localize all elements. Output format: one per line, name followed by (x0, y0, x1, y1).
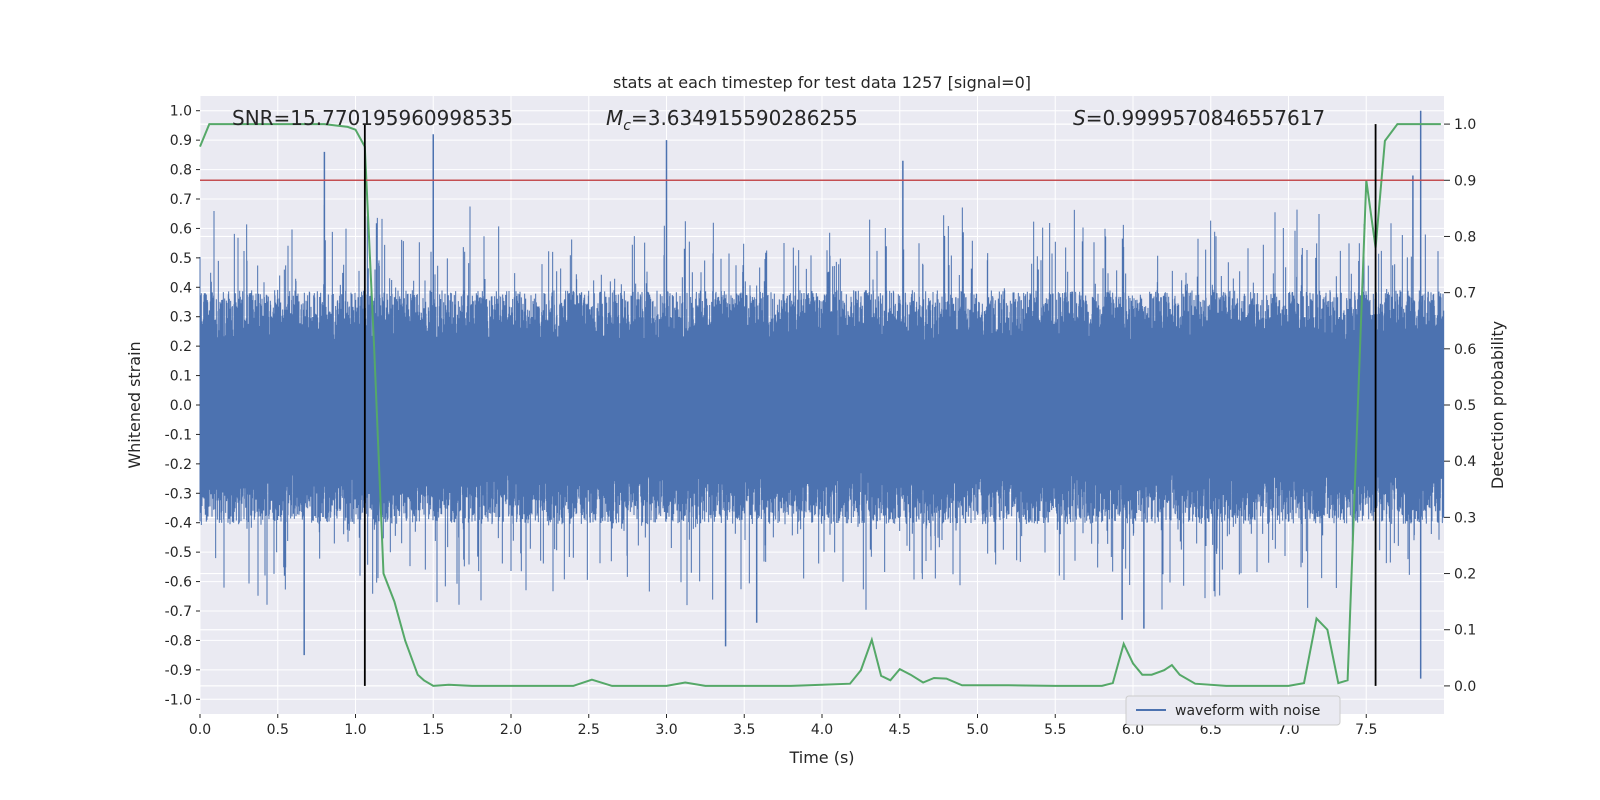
legend-label: waveform with noise (1175, 703, 1320, 719)
probability-series-group (199, 123, 1441, 687)
y-tick-label: 0.4 (170, 280, 192, 296)
y2-tick-label: 0.0 (1454, 679, 1476, 695)
x-tick-label: 3.5 (733, 722, 755, 738)
chirp-mass-symbol: M (606, 106, 623, 130)
y-tick-label: 0.0 (170, 398, 192, 414)
chart-title: stats at each timestep for test data 125… (613, 73, 1031, 92)
waveform-series (199, 110, 1445, 679)
y2-tick-label: 1.0 (1454, 117, 1476, 133)
y-tick-label: 0.2 (170, 339, 192, 355)
x-tick-label: 0.5 (267, 722, 289, 738)
overlay-lines (200, 124, 1444, 686)
y2-tick-label: 0.2 (1454, 567, 1476, 583)
y-tick-label: -0.4 (165, 516, 192, 532)
x-tick-label: 5.5 (1044, 722, 1066, 738)
y2-tick-labels: 1.0 0.9 0.8 0.7 0.6 0.5 0.4 0.3 0.2 0.1 0.0 (1444, 117, 1476, 695)
y-tick-label: -0.1 (165, 427, 192, 443)
legend-box (1125, 695, 1341, 726)
y2-tick-label: 0.7 (1454, 286, 1476, 302)
y-tick-label: 0.6 (170, 221, 192, 237)
x-tick-label: 2.5 (578, 722, 600, 738)
y-tick-label: 0.9 (170, 133, 192, 149)
chirp-mass-subscript: c (623, 118, 631, 134)
y2-tick-label: 0.9 (1454, 173, 1476, 189)
x-tick-label: 4.0 (811, 722, 833, 738)
y-tick-label: -0.6 (165, 575, 192, 591)
y-tick-label: 0.1 (170, 369, 192, 385)
score-value: =0.9999570846557617 (1086, 106, 1325, 130)
x-tick-label: 1.5 (422, 722, 444, 738)
score-annotation: S=0.9999570846557617 (1073, 106, 1325, 130)
x-tick-label: 7.5 (1355, 722, 1377, 738)
y-tick-label: -0.7 (165, 604, 192, 620)
y-tick-label: 0.3 (170, 310, 192, 326)
y2-axis-label: Detection probability (1488, 321, 1507, 489)
y2-tick-label: 0.8 (1454, 229, 1476, 245)
x-tick-label: 1.0 (344, 722, 366, 738)
y-tick-label: 0.8 (170, 163, 192, 179)
y-tick-label: 0.5 (170, 251, 192, 267)
y-tick-labels: 1.0 0.9 0.8 0.7 0.6 0.5 0.4 0.3 0.2 0.1 0.0 -0.1 -0.… (165, 104, 200, 708)
y2-tick-label: 0.6 (1454, 342, 1476, 358)
x-tick-label: 7.0 (1277, 722, 1299, 738)
x-tick-label: 3.0 (655, 722, 677, 738)
y2-tick-label: 0.4 (1454, 454, 1476, 470)
legend: waveform with noise (1125, 695, 1341, 726)
y-tick-label: -0.3 (165, 486, 192, 502)
x-tick-label: 5.0 (966, 722, 988, 738)
x-axis-label: Time (s) (788, 748, 854, 767)
y-tick-label: 0.7 (170, 192, 192, 208)
y-tick-label: -0.5 (165, 545, 192, 561)
y2-tick-label: 0.1 (1454, 623, 1476, 639)
x-tick-label: 6.5 (1200, 722, 1222, 738)
x-tick-label: 0.0 (189, 722, 211, 738)
waveform-line (199, 204, 1445, 610)
y-tick-label: -1.0 (165, 692, 192, 708)
x-tick-label: 4.5 (889, 722, 911, 738)
x-tick-label: 6.0 (1122, 722, 1144, 738)
y-tick-label: -0.8 (165, 633, 192, 649)
chirp-mass-value: =3.634915590286255 (631, 106, 858, 130)
x-tick-label: 2.0 (500, 722, 522, 738)
y-tick-label: 1.0 (170, 104, 192, 120)
snr-annotation: SNR=15.770195960998535 (232, 106, 513, 130)
y-axis-label: Whitened strain (125, 341, 144, 468)
detection-probability-line (199, 123, 1441, 687)
y2-tick-label: 0.3 (1454, 510, 1476, 526)
chirp-mass-annotation: Mc=3.634915590286255 (606, 106, 858, 134)
y-tick-label: -0.2 (165, 457, 192, 473)
score-symbol: S (1073, 106, 1086, 130)
y-tick-label: -0.9 (165, 663, 192, 679)
y2-tick-label: 0.5 (1454, 398, 1476, 414)
x-tick-labels: 0.0 0.5 1.0 1.5 2.0 2.5 3.0 3.5 4.0 4.5 5.0 5.5 6.0 6… (189, 714, 1377, 738)
